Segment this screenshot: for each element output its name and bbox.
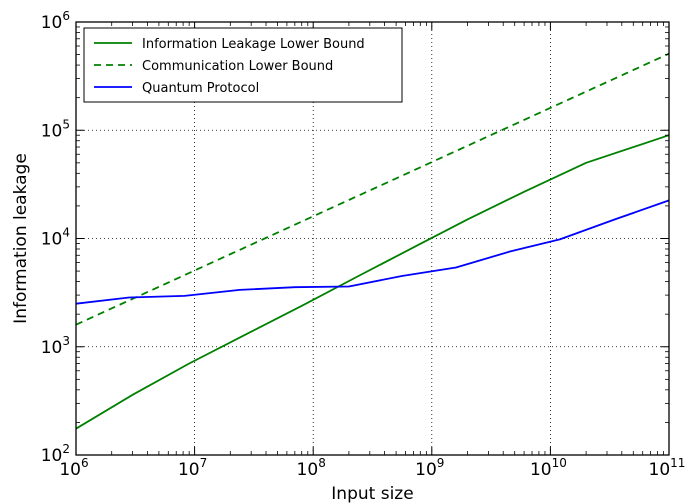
x-tick-label: 106 xyxy=(59,456,88,480)
series-line-quantum-protocol xyxy=(76,200,669,303)
y-tick-base: 10 xyxy=(41,446,63,466)
x-tick-label: 1010 xyxy=(530,456,567,480)
x-tick-label: 109 xyxy=(415,456,444,480)
x-tick-label: 107 xyxy=(178,456,207,480)
y-tick-label: 105 xyxy=(41,117,70,141)
x-tick-label: 108 xyxy=(297,456,326,480)
y-axis-label: Information leakage xyxy=(11,153,31,324)
y-tick-exponent: 4 xyxy=(62,226,70,240)
y-tick-label: 104 xyxy=(41,226,70,250)
x-tick-label: 1011 xyxy=(649,456,686,480)
series-lines xyxy=(76,54,669,429)
legend: Information Leakage Lower Bound Communica… xyxy=(84,28,402,102)
x-tick-exponent: 8 xyxy=(318,456,326,470)
y-tick-base: 10 xyxy=(41,230,63,250)
y-tick-label: 106 xyxy=(41,9,70,33)
y-tick-exponent: 6 xyxy=(62,9,70,23)
x-tick-base: 10 xyxy=(649,460,671,480)
legend-label: Quantum Protocol xyxy=(142,81,259,96)
x-tick-base: 10 xyxy=(297,460,319,480)
y-tick-base: 10 xyxy=(41,121,63,141)
legend-label: Information Leakage Lower Bound xyxy=(142,37,365,52)
legend-label: Communication Lower Bound xyxy=(142,59,333,74)
y-tick-base: 10 xyxy=(41,338,63,358)
x-tick-exponent: 11 xyxy=(670,456,685,470)
x-tick-base: 10 xyxy=(530,460,552,480)
y-tick-base: 10 xyxy=(41,13,63,33)
x-tick-exponent: 7 xyxy=(200,456,208,470)
x-tick-exponent: 10 xyxy=(552,456,567,470)
x-tick-base: 10 xyxy=(59,460,81,480)
y-tick-label: 103 xyxy=(41,334,70,358)
x-tick-base: 10 xyxy=(178,460,200,480)
y-tick-exponent: 5 xyxy=(62,117,70,131)
y-tick-exponent: 3 xyxy=(62,334,70,348)
x-tick-base: 10 xyxy=(415,460,437,480)
x-tick-exponent: 6 xyxy=(81,456,89,470)
y-tick-exponent: 2 xyxy=(62,442,70,456)
x-tick-exponent: 9 xyxy=(437,456,445,470)
x-axis-label: Input size xyxy=(331,484,413,503)
